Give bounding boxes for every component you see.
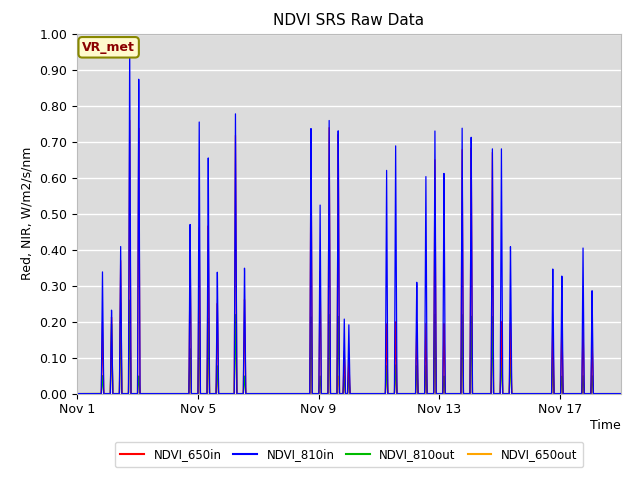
NDVI_650in — [281, 391, 289, 396]
NDVI_650in — [126, 118, 134, 123]
Line: NDVI_810in: NDVI_810in — [77, 45, 621, 394]
NDVI_810out — [281, 391, 289, 396]
NDVI_650in — [520, 391, 528, 396]
NDVI_650in — [73, 391, 81, 396]
NDVI_650in — [172, 391, 180, 396]
NDVI_650out — [399, 391, 407, 396]
NDVI_810out — [399, 391, 407, 396]
NDVI_650out — [172, 391, 180, 396]
NDVI_810out — [479, 391, 486, 396]
Title: NDVI SRS Raw Data: NDVI SRS Raw Data — [273, 13, 424, 28]
NDVI_650out — [479, 391, 486, 396]
NDVI_650out — [126, 301, 134, 307]
Text: Time: Time — [590, 419, 621, 432]
Line: NDVI_650out: NDVI_650out — [77, 304, 621, 394]
NDVI_810in — [427, 391, 435, 396]
Line: NDVI_810out: NDVI_810out — [77, 300, 621, 394]
NDVI_650in — [617, 391, 625, 396]
Text: VR_met: VR_met — [82, 41, 135, 54]
NDVI_810in — [617, 391, 625, 396]
NDVI_650out — [281, 391, 289, 396]
NDVI_650out — [520, 391, 528, 396]
NDVI_810in — [479, 391, 486, 396]
NDVI_810in — [520, 391, 528, 396]
NDVI_650in — [399, 391, 407, 396]
NDVI_810out — [126, 297, 134, 303]
NDVI_650in — [479, 391, 486, 396]
NDVI_810in — [73, 391, 81, 396]
NDVI_810in — [172, 391, 180, 396]
NDVI_810out — [427, 391, 435, 396]
NDVI_810in — [281, 391, 289, 396]
NDVI_650out — [427, 391, 435, 396]
NDVI_810in — [399, 391, 407, 396]
NDVI_810out — [73, 391, 81, 396]
Y-axis label: Red, NIR, W/m2/s/nm: Red, NIR, W/m2/s/nm — [20, 147, 33, 280]
NDVI_810out — [617, 391, 625, 396]
NDVI_650out — [617, 391, 625, 396]
NDVI_810out — [520, 391, 528, 396]
Line: NDVI_650in: NDVI_650in — [77, 120, 621, 394]
NDVI_650out — [73, 391, 81, 396]
NDVI_810out — [172, 391, 180, 396]
NDVI_810in — [126, 42, 134, 48]
NDVI_650in — [427, 391, 435, 396]
Legend: NDVI_650in, NDVI_810in, NDVI_810out, NDVI_650out: NDVI_650in, NDVI_810in, NDVI_810out, NDV… — [115, 442, 583, 467]
